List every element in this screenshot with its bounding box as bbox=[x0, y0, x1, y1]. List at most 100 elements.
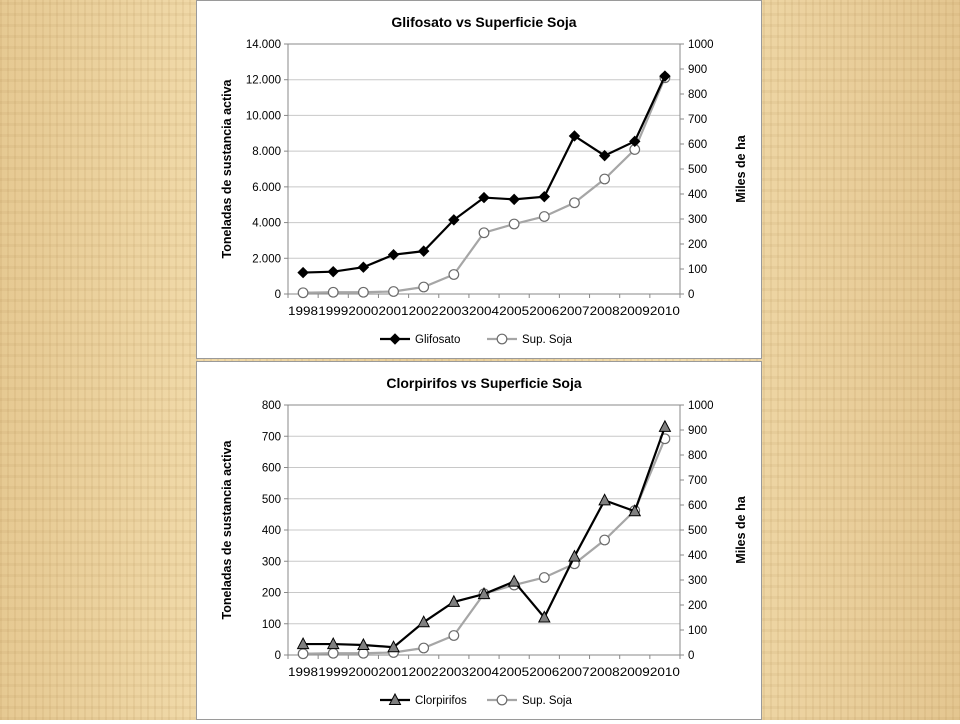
data-point bbox=[508, 193, 520, 206]
y-tick-label: 8.000 bbox=[252, 146, 281, 158]
legend-label: Clorpirifos bbox=[415, 695, 467, 707]
x-tick-label: 1999 bbox=[318, 306, 348, 318]
chart-glifosato: Glifosato vs Superficie Soja 0 2.000 4.000 6… bbox=[220, 14, 748, 346]
x-tick-label: 2000 bbox=[348, 667, 378, 679]
x-tick-label: 2006 bbox=[529, 306, 559, 318]
x-tick-label: 2005 bbox=[499, 306, 529, 318]
data-point bbox=[417, 245, 430, 257]
x-tick-label: 2001 bbox=[379, 306, 409, 318]
y2-tick-label: 200 bbox=[688, 239, 707, 251]
data-point bbox=[448, 630, 460, 641]
data-point bbox=[357, 637, 370, 650]
y-tick-label: 500 bbox=[262, 494, 281, 506]
y2-tick-label: 200 bbox=[688, 600, 707, 612]
y-tick-label: 200 bbox=[262, 588, 281, 600]
x-tick-label: 2002 bbox=[409, 306, 439, 318]
series-glifosato bbox=[297, 70, 671, 279]
y2-tick-label: 500 bbox=[688, 164, 707, 176]
y2-tick-label: 900 bbox=[688, 64, 707, 76]
x-tick-label: 2003 bbox=[439, 306, 469, 318]
data-point bbox=[538, 190, 551, 203]
y2-tick-label: 1000 bbox=[688, 400, 714, 412]
x-tick-label: 2004 bbox=[469, 667, 500, 679]
data-point bbox=[568, 549, 581, 562]
data-point bbox=[387, 249, 400, 261]
x-tick-label: 2010 bbox=[650, 667, 680, 679]
x-tick-label: 2008 bbox=[590, 306, 620, 318]
x-tick-label: 2010 bbox=[650, 306, 680, 318]
y-tick-label: 400 bbox=[262, 525, 281, 537]
x-tick-label: 2000 bbox=[348, 306, 378, 318]
data-point bbox=[538, 572, 550, 583]
data-point bbox=[538, 211, 550, 222]
legend-label: Sup. Soja bbox=[522, 334, 572, 346]
data-point bbox=[569, 197, 580, 209]
data-point bbox=[327, 265, 339, 278]
data-point bbox=[357, 286, 369, 298]
chart-title: Clorpirifos vs Superficie Soja bbox=[386, 375, 581, 391]
x-tick-label: 2001 bbox=[379, 667, 409, 679]
series-sup-soja bbox=[297, 72, 671, 299]
y2-tick-label: 100 bbox=[688, 264, 707, 276]
y2-tick-label: 400 bbox=[688, 550, 707, 562]
y2-tick-label: 300 bbox=[688, 214, 707, 226]
y-tick-label: 0 bbox=[275, 650, 281, 662]
data-point bbox=[658, 419, 672, 432]
y-tick-label: 0 bbox=[275, 289, 281, 301]
y-tick-label: 4.000 bbox=[252, 218, 281, 230]
data-point bbox=[507, 574, 521, 587]
y-tick-label: 300 bbox=[262, 556, 281, 568]
y2-tick-label: 0 bbox=[688, 650, 694, 662]
y-tick-label: 2.000 bbox=[252, 253, 281, 265]
y-tick-label: 14.000 bbox=[246, 39, 281, 51]
legend-entry bbox=[380, 692, 410, 705]
legend-entry bbox=[487, 333, 517, 345]
data-point bbox=[629, 135, 641, 148]
legend-entry bbox=[487, 694, 517, 706]
y2-tick-label: 500 bbox=[688, 525, 707, 537]
data-point bbox=[537, 610, 551, 623]
y2-tick-label: 0 bbox=[688, 289, 694, 301]
chart-panel-clorpirifos: Clorpirifos vs Superficie Soja 0 100 200 300… bbox=[196, 361, 762, 720]
series-line bbox=[303, 438, 666, 655]
y2-tick-label: 300 bbox=[688, 575, 707, 587]
data-point bbox=[326, 636, 340, 650]
plot-frame bbox=[287, 43, 681, 295]
data-point bbox=[568, 130, 581, 142]
y2-tick-label: 1000 bbox=[688, 39, 714, 51]
series-clorpirifos bbox=[296, 419, 672, 653]
y-axis-label: Toneladas de sustancia activa bbox=[220, 439, 234, 619]
data-point bbox=[418, 642, 430, 654]
legend-label: Glifosato bbox=[415, 334, 460, 346]
y2-tick-label: 800 bbox=[688, 450, 707, 462]
x-tick-label: 2007 bbox=[559, 306, 589, 318]
y2-tick-label: 700 bbox=[688, 114, 707, 126]
y2-tick-label: 600 bbox=[688, 500, 707, 512]
data-point bbox=[447, 594, 461, 607]
x-tick-label: 2009 bbox=[620, 306, 650, 318]
data-point bbox=[659, 70, 671, 82]
data-point bbox=[448, 269, 460, 280]
y2-axis-label: Miles de ha bbox=[734, 495, 748, 563]
y2-axis-label: Miles de ha bbox=[734, 134, 748, 202]
y-tick-label: 10.000 bbox=[246, 110, 281, 122]
plot-frame bbox=[287, 404, 681, 656]
y2-tick-label: 600 bbox=[688, 139, 707, 151]
x-tick-label: 2002 bbox=[409, 667, 439, 679]
data-point bbox=[297, 648, 309, 660]
x-tick-label: 2009 bbox=[620, 667, 650, 679]
legend-marker bbox=[389, 333, 401, 345]
y2-tick-label: 700 bbox=[688, 475, 707, 487]
data-point bbox=[357, 261, 370, 273]
data-point bbox=[297, 266, 309, 279]
y2-tick-label: 400 bbox=[688, 189, 707, 201]
data-point bbox=[296, 636, 310, 650]
data-point bbox=[508, 218, 520, 230]
series-line bbox=[303, 77, 666, 294]
series-line bbox=[303, 426, 666, 649]
y-axis-label: Toneladas de sustancia activa bbox=[220, 78, 234, 258]
legend-marker bbox=[496, 333, 508, 345]
legend-entry bbox=[380, 333, 410, 345]
y2-tick-label: 800 bbox=[688, 89, 707, 101]
data-point bbox=[598, 493, 611, 506]
